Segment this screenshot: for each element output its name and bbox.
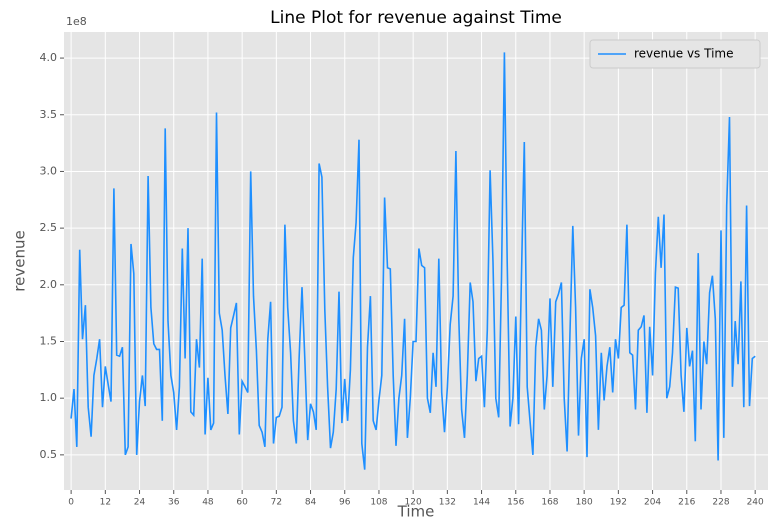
y-tick-label: 1.5 [40,334,58,347]
x-tick-label: 192 [610,498,627,508]
x-tick-label: 144 [473,498,490,508]
x-tick-label: 204 [644,498,661,508]
x-tick-label: 168 [541,498,558,508]
x-tick-label: 12 [100,498,111,508]
x-axis-title: Time [397,503,435,521]
x-tick-label: 24 [134,498,146,508]
line-series [70,52,756,470]
x-tick-label: 120 [405,498,422,508]
x-tick-label: 180 [576,498,593,508]
y-tick-label: 0.5 [40,448,58,461]
y-axis-title: revenue [11,230,29,291]
legend-label: revenue vs Time [634,47,733,61]
x-tick-label: 132 [439,498,456,508]
x-tick-label: 0 [68,498,74,508]
x-tick-label: 216 [678,498,695,508]
x-tick-label: 60 [236,498,248,508]
plot-area [64,32,768,490]
x-tick-label: 72 [271,498,282,508]
x-tick-label: 96 [339,498,351,508]
y-tick-label: 2.5 [40,221,58,234]
y-tick-label: 4.0 [40,51,58,64]
x-tick-label: 48 [202,498,214,508]
x-tick-label: 108 [370,498,387,508]
legend-box [589,39,761,69]
y-tick-label: 2.0 [40,278,58,291]
x-tick-label: 228 [712,498,729,508]
x-tick-label: 36 [168,498,180,508]
x-tick-label: 84 [305,498,317,508]
y-offset-label: 1e8 [66,15,87,28]
y-tick-label: 3.5 [40,108,58,121]
x-tick-label: 240 [747,498,764,508]
chart-title: Line Plot for revenue against Time [270,8,562,28]
x-tick-label: 156 [507,498,524,508]
y-tick-label: 1.0 [40,391,58,404]
y-tick-label: 3.0 [40,164,58,177]
